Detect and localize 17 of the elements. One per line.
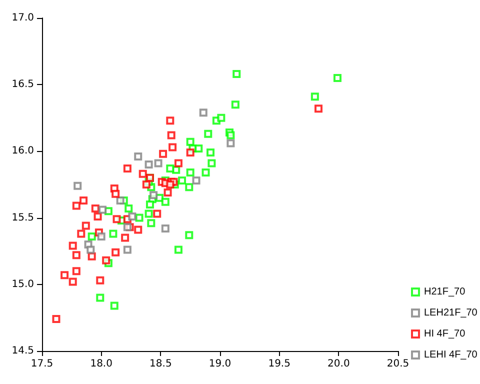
x-tick-label: 17.5 — [30, 358, 54, 370]
y-tick-label: 15.5 — [12, 212, 34, 224]
x-tick-label: 18.0 — [90, 358, 112, 370]
x-tick-label: 19.5 — [268, 358, 290, 370]
legend-label: LEHI 4F_70 — [424, 350, 478, 360]
legend-label: LEH21F_70 — [424, 308, 478, 318]
y-tick-label: 15.0 — [12, 278, 34, 290]
x-tick-label: 18.5 — [150, 358, 172, 370]
x-tick-label: 19.0 — [208, 358, 232, 370]
legend-label: H21F_70 — [424, 286, 466, 298]
y-tick-label: 16.0 — [12, 146, 34, 157]
y-tick-label: 17.0 — [12, 12, 34, 24]
x-tick-label: 20.5 — [386, 358, 410, 370]
y-tick-label: 16.5 — [12, 79, 34, 90]
legend-label: HI 4F_70 — [424, 328, 466, 340]
x-tick-label: 20.0 — [328, 358, 350, 370]
y-tick-label: 14.5 — [12, 346, 34, 356]
